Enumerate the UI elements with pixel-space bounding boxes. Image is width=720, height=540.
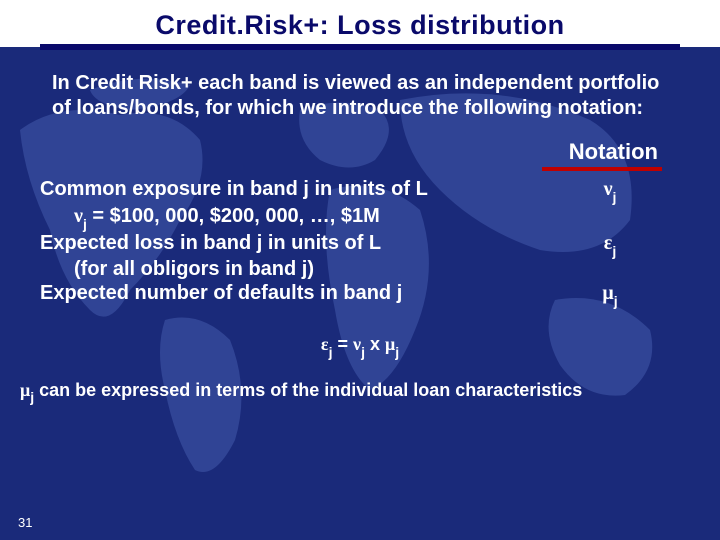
notation-table: Notation Common exposure in band j in un… (0, 121, 720, 308)
page-number: 31 (18, 515, 32, 530)
table-row: Common exposure in band j in units of L … (40, 177, 670, 204)
table-row: Expected loss in band j in units of L εj (40, 231, 670, 258)
row-desc: Expected loss in band j in units of L (40, 231, 550, 255)
table-row: (for all obligors in band j) (40, 257, 670, 281)
equation: εj = νj x μj (0, 308, 720, 358)
notation-rule (542, 167, 662, 171)
row-desc: (for all obligors in band j) (40, 257, 550, 281)
row-desc: Expected number of defaults in band j (40, 281, 550, 305)
table-row: Expected number of defaults in band j μj (40, 281, 670, 308)
row-desc: νj = $100, 000, $200, 000, …, $1M (40, 204, 550, 231)
intro-text: In Credit Risk+ each band is viewed as a… (0, 53, 720, 121)
table-row: νj = $100, 000, $200, 000, …, $1M (40, 204, 670, 231)
slide-title: Credit.Risk+: Loss distribution (0, 0, 720, 47)
title-rule (40, 44, 680, 50)
notation-header: Notation (40, 139, 670, 165)
row-symbol: μj (550, 281, 670, 308)
footer-text: μj can be expressed in terms of the indi… (0, 358, 720, 404)
row-desc: Common exposure in band j in units of L (40, 177, 550, 201)
row-symbol: εj (550, 231, 670, 258)
row-symbol: νj (550, 177, 670, 204)
